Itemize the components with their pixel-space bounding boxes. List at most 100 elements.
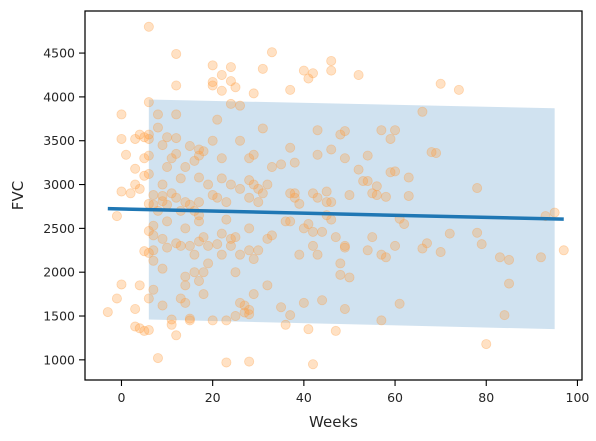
scatter-point	[207, 60, 218, 71]
scatter-point	[344, 272, 355, 283]
scatter-point	[102, 307, 113, 318]
scatter-point	[230, 267, 241, 278]
scatter-point	[335, 269, 346, 280]
scatter-point	[435, 78, 446, 89]
scatter-point	[216, 153, 227, 164]
scatter-point	[244, 245, 255, 256]
scatter-point	[157, 233, 168, 244]
scatter-point	[171, 192, 182, 203]
scatter-point	[143, 97, 154, 108]
scatter-point	[330, 232, 341, 243]
x-tick-label: 100	[566, 390, 590, 405]
scatter-point	[143, 21, 154, 32]
scatter-point	[143, 133, 154, 144]
scatter-point	[148, 255, 159, 266]
scatter-point	[116, 186, 127, 197]
scatter-point	[235, 249, 246, 260]
scatter-point	[143, 225, 154, 236]
scatter-point	[189, 267, 200, 278]
scatter-point	[157, 263, 168, 274]
scatter-point	[134, 280, 145, 291]
scatter-point	[262, 280, 273, 291]
scatter-point	[253, 245, 264, 256]
scatter-point	[472, 227, 483, 238]
scatter-point	[262, 179, 273, 190]
scatter-point	[134, 323, 145, 334]
scatter-point	[307, 188, 318, 199]
scatter-point	[139, 170, 150, 181]
y-tick-label: 2500	[43, 221, 75, 236]
scatter-point	[171, 238, 182, 249]
scatter-point	[162, 242, 173, 253]
scatter-point	[358, 176, 369, 187]
scatter-point	[139, 153, 150, 164]
scatter-point	[307, 68, 318, 79]
y-tick-label: 4000	[43, 89, 75, 104]
scatter-point	[294, 249, 305, 260]
scatter-point	[426, 147, 437, 158]
scatter-point	[221, 357, 232, 368]
scatter-point	[198, 267, 209, 278]
scatter-point	[339, 304, 350, 315]
scatter-point	[494, 252, 505, 263]
scatter-point	[235, 183, 246, 194]
scatter-point	[244, 356, 255, 367]
scatter-point	[221, 214, 232, 225]
x-axis-ticks: 0 20 40 60 80 100	[118, 380, 590, 405]
scatter-point	[312, 192, 323, 203]
scatter-point	[134, 183, 145, 194]
scatter-point	[171, 148, 182, 159]
scatter-point	[239, 300, 250, 311]
scatter-point	[148, 220, 159, 231]
scatter-point	[216, 249, 227, 260]
scatter-point	[207, 80, 218, 91]
y-tick-label: 1500	[43, 309, 75, 324]
scatter-point	[481, 339, 492, 350]
scatter-point	[121, 149, 132, 160]
scatter-point	[162, 132, 173, 143]
scatter-point	[171, 330, 182, 341]
scatter-point	[148, 190, 159, 201]
scatter-point	[175, 293, 186, 304]
scatter-point	[362, 176, 373, 187]
scatter-point	[193, 275, 204, 286]
scatter-point	[157, 300, 168, 311]
scatter-point	[184, 315, 195, 326]
scatter-point	[380, 252, 391, 263]
scatter-point	[558, 245, 569, 256]
scatter-point	[148, 284, 159, 295]
scatter-point	[193, 150, 204, 161]
scatter-point	[212, 192, 223, 203]
scatter-point	[166, 153, 177, 164]
y-tick-label: 3500	[43, 133, 75, 148]
scatter-point	[143, 293, 154, 304]
scatter-point	[130, 179, 141, 190]
scatter-point	[294, 198, 305, 209]
scatter-point	[225, 240, 236, 251]
scatter-point	[235, 135, 246, 146]
scatter-point	[362, 150, 373, 161]
y-axis-ticks: 1000 1500 2000 2500 3000 3500 4000 4500	[43, 46, 85, 367]
scatter-point	[312, 149, 323, 160]
y-axis-label: FVC	[9, 181, 27, 210]
scatter-point	[312, 249, 323, 260]
scatter-point	[157, 190, 168, 201]
scatter-point	[203, 240, 214, 251]
scatter-point	[431, 147, 442, 158]
scatter-point	[116, 279, 127, 290]
scatter-point	[376, 315, 387, 326]
scatter-point	[403, 172, 414, 183]
scatter-point	[326, 214, 337, 225]
scatter-point	[162, 199, 173, 210]
scatter-point	[504, 278, 515, 289]
scatter-point	[130, 163, 141, 174]
scatter-point	[367, 188, 378, 199]
scatter-point	[225, 62, 236, 73]
scatter-point	[230, 82, 241, 93]
scatter-point	[549, 207, 560, 218]
scatter-point	[171, 48, 182, 59]
scatter-point	[221, 197, 232, 208]
scatter-points-layer	[102, 21, 569, 370]
scatter-point	[266, 47, 277, 58]
